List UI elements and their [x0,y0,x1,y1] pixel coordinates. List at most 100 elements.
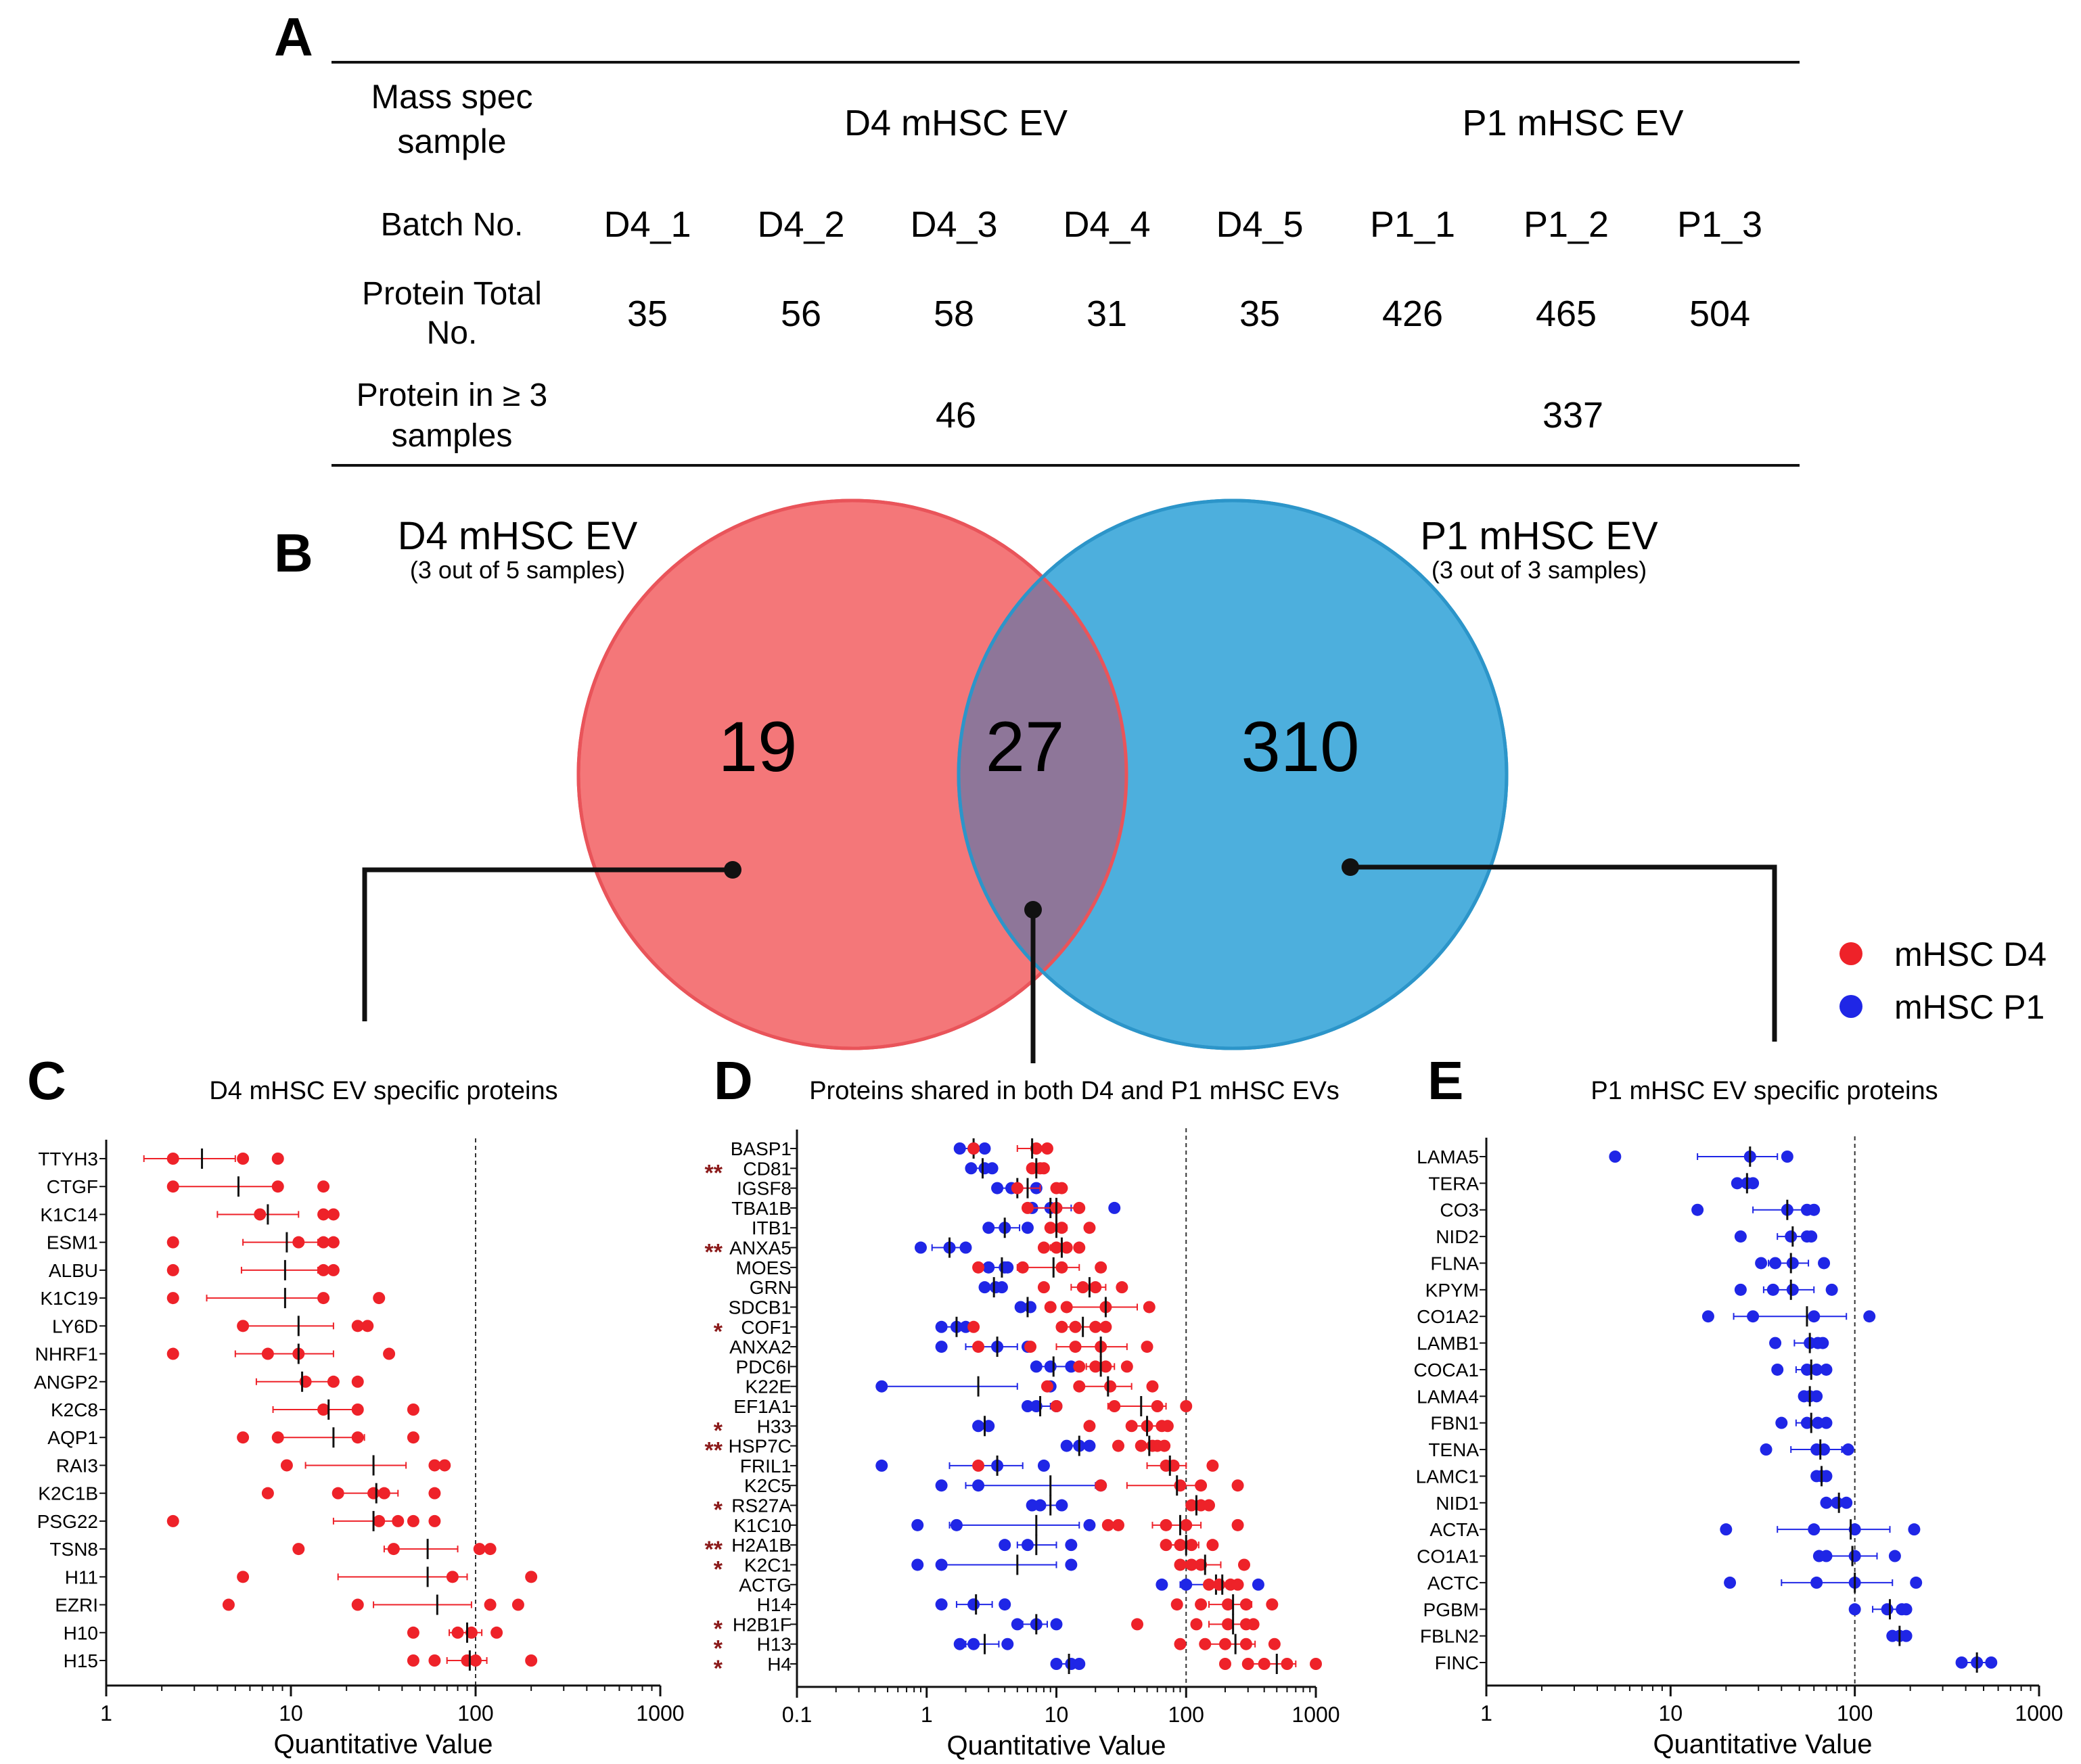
panel-c-point-d4 [237,1571,250,1583]
panel-c-point-d4 [367,1487,380,1500]
panel-d-point-d4 [1089,1320,1102,1333]
panel-d-point-d4 [1112,1439,1124,1452]
panel-c-point-d4 [327,1375,340,1388]
panel-d-point-d4 [1055,1320,1068,1333]
panel-d-point-p1 [999,1598,1011,1611]
panel-d-significance-mark: ** [705,1537,723,1562]
panel-d-significance-mark: * [714,1498,723,1523]
panel-c-protein-label: CTGF [47,1176,98,1197]
panel-c-point-d4 [237,1431,250,1444]
panel-e-point-p1 [1769,1257,1782,1270]
panel-e-point-p1 [1734,1283,1747,1296]
panel-d-protein-label: H2A1B [731,1535,792,1556]
panel-d-point-d4 [1131,1618,1144,1631]
panel-e-point-p1 [1985,1656,1998,1669]
panel-e-tick-label: 1 [1480,1701,1492,1725]
panel-d-protein-label: H14 [757,1594,792,1615]
panel-e-point-p1 [1808,1310,1821,1323]
panel-d-point-d4 [1146,1380,1159,1393]
venn-circle-p1-outline [957,498,1509,1050]
panel-c-point-d4 [327,1236,340,1249]
panel-d-point-d4 [1258,1658,1271,1670]
venn-title-p1: P1 mHSC EV [1420,514,1658,558]
legend-label-p1: mHSC P1 [1894,988,2044,1026]
protein-total-cell: 56 [781,294,821,334]
panel-d-protein-label: IGSF8 [737,1178,792,1199]
panel-e-point-p1 [1812,1416,1825,1429]
panel-c-point-d4 [525,1571,538,1583]
venn-count-p1-only: 310 [1241,707,1359,787]
panel-c-point-d4 [166,1236,179,1249]
panel-d-point-d4 [1203,1578,1216,1591]
panel-d-point-d4 [1170,1598,1183,1611]
panel-c-protein-label: TSN8 [49,1539,98,1560]
batch-cell-p1_2: P1_2 [1524,204,1609,245]
venn-subtitle-p1: (3 out of 3 samples) [1432,556,1647,584]
panel-d-point-d4 [1195,1558,1208,1571]
panel-d-point-p1 [935,1558,948,1571]
panel-d-point-d4 [1089,1360,1102,1373]
panel-e-point-p1 [1810,1390,1823,1403]
panel-d-protein-label: CD81 [743,1158,792,1179]
panel-d-point-d4 [1069,1320,1082,1333]
panel-e-point-p1 [1848,1603,1861,1616]
panel-c-protein-label: H10 [64,1623,98,1644]
panel-c-protein-label: K2C8 [51,1399,98,1420]
panel-e-tick-label: 1000 [2015,1701,2063,1725]
panel-c-protein-label: EZRI [55,1595,98,1616]
panel-d-significance-mark: * [714,1556,723,1582]
panel-c-point-d4 [166,1514,179,1527]
panel-c-point-d4 [271,1180,284,1193]
panel-c-point-d4 [525,1654,538,1667]
panel-c-protein-label: H15 [64,1650,98,1671]
panel-d-significance-mark: * [714,1616,723,1642]
venn-circle-d4-outline [576,498,1128,1050]
panel-e-point-p1 [1766,1283,1779,1296]
panel-c-point-d4 [317,1403,330,1416]
panel-d-point-p1 [935,1598,948,1611]
panel-e-point-p1 [1786,1257,1799,1270]
connector-dot-e [1342,858,1359,876]
panel-c-protein-label: K2C1B [38,1483,98,1504]
panel-d-point-p1 [959,1241,972,1254]
legend-label-d4: mHSC D4 [1894,935,2046,973]
panel-d-point-d4 [1158,1439,1171,1452]
panel-d-point-p1 [1021,1222,1034,1234]
panel-d-point-d4 [1185,1558,1198,1571]
panel-d-point-p1 [1021,1539,1034,1552]
panel-d-point-p1 [1001,1638,1014,1650]
panel-e-protein-label: PGBM [1423,1599,1479,1620]
panel-e-point-p1 [1786,1283,1799,1296]
panel-d-point-d4 [972,1261,985,1274]
panel-d-point-d4 [1055,1222,1068,1234]
panel-e-point-p1 [1755,1257,1768,1270]
panel-d-point-d4 [1206,1539,1219,1552]
panel-c-point-d4 [490,1626,503,1639]
panel-c-protein-label: ALBU [49,1260,98,1281]
panel-d-point-d4 [1237,1558,1250,1571]
panel-d-point-p1 [1024,1301,1037,1314]
panel-d-point-d4 [1060,1241,1073,1254]
panel-d-point-d4 [1247,1618,1260,1631]
panel-c-point-d4 [317,1208,330,1221]
connector-to-panel-e [1350,864,1777,1042]
venn-count-d4-only: 19 [718,707,798,787]
panel-e-tick-label: 100 [1837,1701,1873,1725]
panel-d-point-d4 [1195,1479,1208,1492]
panel-d-point-p1 [967,1638,980,1650]
panel-c-point-d4 [351,1598,364,1611]
panel-d-point-p1 [1083,1439,1096,1452]
panel-d-point-d4 [1108,1400,1121,1412]
panel-c-protein-label: LY6D [52,1316,98,1337]
panel-c-point-d4 [378,1487,390,1500]
panel-e-protein-label: KPYM [1425,1280,1479,1301]
panel-c-point-d4 [407,1626,419,1639]
group-header-p1: P1 mHSC EV [1462,103,1683,143]
connector-dot-d [1024,901,1042,919]
panel-c-point-d4 [280,1459,293,1472]
panel-e-protein-label: FBN1 [1430,1413,1479,1434]
batch-cell-p1_1: P1_1 [1370,204,1455,245]
panel-d-point-d4 [1024,1341,1037,1353]
panel-c-point-d4 [438,1459,451,1472]
panel-d-protein-label: K2C1 [744,1554,792,1575]
